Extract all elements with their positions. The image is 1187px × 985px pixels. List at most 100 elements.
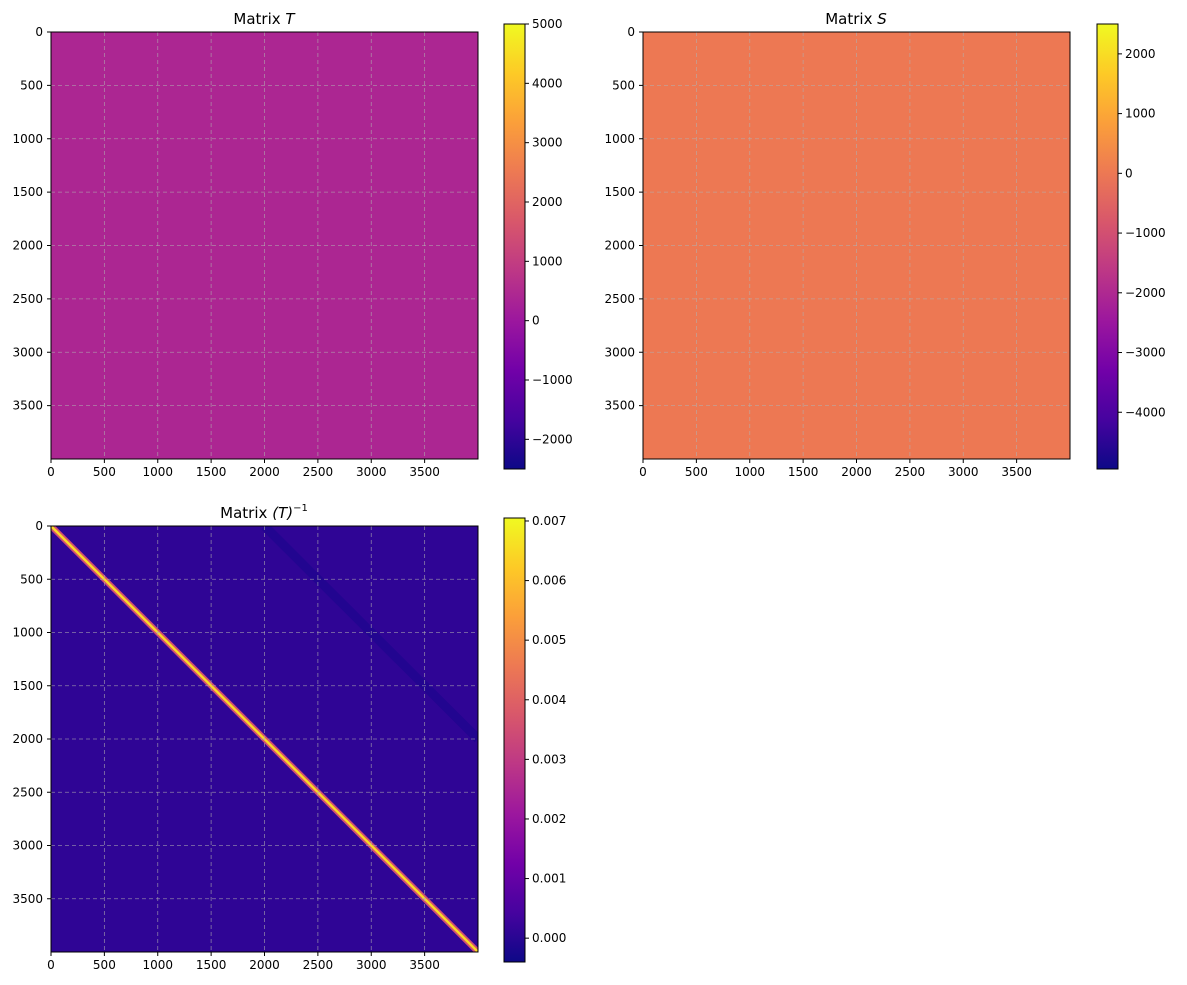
x-tick-label: 500 <box>93 465 116 479</box>
x-tick-label: 500 <box>685 465 708 479</box>
colorbar-tick-label: 0 <box>1125 166 1133 180</box>
y-tick-label: 1000 <box>604 132 635 146</box>
panel-title-text: Matrix <box>233 10 280 28</box>
colorbar-tick-label: −2000 <box>1125 286 1166 300</box>
colorbar-tick-label: 0.007 <box>532 514 566 528</box>
x-tick-label: 1500 <box>196 465 227 479</box>
y-tick-label: 2000 <box>12 239 43 253</box>
x-tick-label: 2000 <box>249 465 280 479</box>
colorbar-tick-label: 0.003 <box>532 752 566 766</box>
panel-title-superscript: −1 <box>293 503 308 514</box>
panel-title-symbol: (T) <box>272 504 293 522</box>
x-tick-label: 500 <box>93 958 116 972</box>
x-axis-ticks: 0 500 1000 1500 2000 2500 3000 3500 <box>47 952 440 972</box>
panel-title: Matrix (T)−1 <box>220 503 308 522</box>
x-tick-label: 3500 <box>409 958 440 972</box>
y-tick-label: 3500 <box>604 399 635 413</box>
panel-title-symbol: S <box>877 10 887 28</box>
y-tick-label: 3000 <box>12 345 43 359</box>
colorbar-tick-label: 2000 <box>532 195 563 209</box>
panel-title: Matrix S <box>825 10 887 28</box>
x-tick-label: 0 <box>47 958 55 972</box>
colorbar-tick-label: −1000 <box>532 373 573 387</box>
colorbar-tick-label: −1000 <box>1125 226 1166 240</box>
y-tick-label: 1500 <box>12 679 43 693</box>
colorbar-tick-label: 1000 <box>1125 107 1156 121</box>
x-tick-label: 0 <box>639 465 647 479</box>
colorbar-tick-label: 0.005 <box>532 633 566 647</box>
colorbar-tick-label: 0.000 <box>532 931 566 945</box>
x-tick-label: 2500 <box>895 465 926 479</box>
x-tick-label: 2500 <box>303 958 334 972</box>
y-tick-label: 0 <box>627 25 635 39</box>
colorbar-tick-label: −4000 <box>1125 405 1166 419</box>
y-tick-label: 500 <box>612 78 635 92</box>
colorbar-tick-label: 3000 <box>532 136 563 150</box>
grid-lines <box>643 32 1070 459</box>
x-tick-label: 2000 <box>841 465 872 479</box>
y-tick-label: 2500 <box>12 785 43 799</box>
panel-title-symbol: T <box>285 10 296 28</box>
y-axis-ticks: 0 500 1000 1500 2000 2500 3000 3500 <box>12 25 51 413</box>
x-tick-label: 3000 <box>356 465 387 479</box>
colorbar-tick-label: 0.001 <box>532 872 566 886</box>
panel-title-text: Matrix <box>220 504 267 522</box>
colorbar-tick-label: 0 <box>532 314 540 328</box>
x-tick-label: 3000 <box>356 958 387 972</box>
y-tick-label: 0 <box>35 519 43 533</box>
y-tick-label: 1000 <box>12 132 43 146</box>
colorbar-gradient <box>1096 23 1119 470</box>
colorbar-tick-label: 0.006 <box>532 574 566 588</box>
x-tick-label: 2500 <box>303 465 334 479</box>
colorbar-gradient <box>503 517 526 963</box>
y-tick-label: 500 <box>20 572 43 586</box>
colorbar: −2000 −1000 0 1000 2000 3000 4000 5000 <box>503 17 573 470</box>
y-tick-label: 3000 <box>604 345 635 359</box>
y-tick-label: 0 <box>35 25 43 39</box>
y-tick-label: 3000 <box>12 839 43 853</box>
y-tick-label: 3500 <box>12 892 43 906</box>
x-tick-label: 3500 <box>1001 465 1032 479</box>
x-axis-ticks: 0 500 1000 1500 2000 2500 3000 3500 <box>639 459 1032 479</box>
x-tick-label: 2000 <box>249 958 280 972</box>
grid-lines <box>51 526 478 952</box>
panel-matrix-t: Matrix T 0 500 1000 1500 2000 2500 3000 3500 0 5… <box>12 10 572 479</box>
y-tick-label: 2000 <box>604 239 635 253</box>
x-tick-label: 3500 <box>409 465 440 479</box>
x-tick-label: 1000 <box>142 465 173 479</box>
y-tick-label: 500 <box>20 78 43 92</box>
colorbar-tick-label: 4000 <box>532 76 563 90</box>
colorbar: −4000 −3000 −2000 −1000 0 1000 2000 <box>1096 23 1166 470</box>
grid-lines <box>51 32 478 459</box>
colorbar-tick-label: 0.002 <box>532 812 566 826</box>
x-axis-ticks: 0 500 1000 1500 2000 2500 3000 3500 <box>47 459 440 479</box>
colorbar-tick-label: 1000 <box>532 254 563 268</box>
x-tick-label: 1500 <box>788 465 819 479</box>
y-tick-label: 1500 <box>12 185 43 199</box>
y-tick-label: 3500 <box>12 399 43 413</box>
colorbar-gradient <box>503 23 526 470</box>
x-tick-label: 1500 <box>196 958 227 972</box>
panel-title: Matrix T <box>233 10 296 28</box>
panel-matrix-t-inverse: Matrix (T)−1 0 500 1000 1500 2000 2500 3000 350… <box>12 503 566 972</box>
x-tick-label: 1000 <box>734 465 765 479</box>
x-tick-label: 0 <box>47 465 55 479</box>
y-tick-label: 2000 <box>12 732 43 746</box>
colorbar-tick-label: −2000 <box>532 432 573 446</box>
colorbar-tick-label: −3000 <box>1125 346 1166 360</box>
colorbar-tick-label: 0.004 <box>532 693 566 707</box>
y-tick-label: 1000 <box>12 626 43 640</box>
colorbar-tick-label: 5000 <box>532 17 563 31</box>
panel-title-text: Matrix <box>825 10 872 28</box>
y-tick-label: 2500 <box>604 292 635 306</box>
x-tick-label: 3000 <box>948 465 979 479</box>
y-tick-label: 1500 <box>604 185 635 199</box>
y-tick-label: 2500 <box>12 292 43 306</box>
y-axis-ticks: 0 500 1000 1500 2000 2500 3000 3500 <box>604 25 643 413</box>
colorbar: 0.000 0.001 0.002 0.003 0.004 0.005 0.006 0.007 <box>503 514 566 963</box>
colorbar-tick-label: 2000 <box>1125 47 1156 61</box>
x-tick-label: 1000 <box>142 958 173 972</box>
y-axis-ticks: 0 500 1000 1500 2000 2500 3000 3500 <box>12 519 51 906</box>
panel-matrix-s: Matrix S 0 500 1000 1500 2000 2500 3000 3500 0 5… <box>604 10 1165 479</box>
